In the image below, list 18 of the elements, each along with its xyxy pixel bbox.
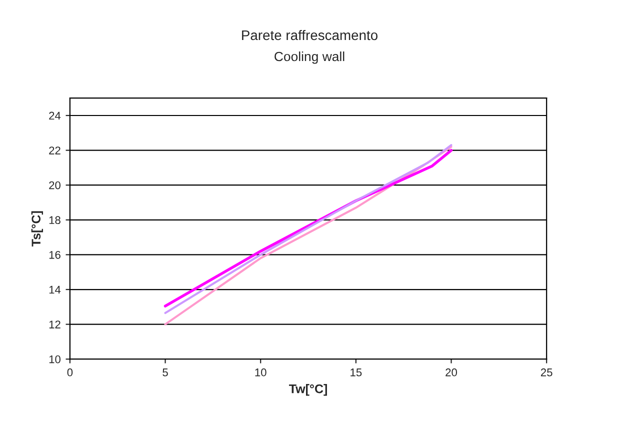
x-tick-label: 25 bbox=[540, 368, 552, 376]
y-axis-title: Ts[°C] bbox=[31, 211, 44, 246]
x-axis-title: Tw[°C] bbox=[289, 384, 327, 396]
x-tick-label: 0 bbox=[67, 368, 73, 376]
y-tick-label: 16 bbox=[49, 250, 60, 259]
chart-subtitle: Cooling wall bbox=[274, 51, 344, 64]
x-tick-label: 15 bbox=[350, 368, 362, 376]
y-tick-label: 12 bbox=[49, 320, 60, 328]
y-tick-label: 18 bbox=[49, 216, 60, 224]
x-tick-label: 5 bbox=[162, 368, 168, 376]
x-tick-label: 20 bbox=[446, 368, 457, 376]
y-tick-label: 22 bbox=[49, 146, 60, 154]
y-tick-label: 10 bbox=[49, 355, 60, 364]
chart-title: Parete raffrescamento bbox=[242, 30, 378, 40]
y-tick-label: 24 bbox=[49, 112, 61, 120]
x-tick-label: 10 bbox=[255, 368, 266, 376]
y-tick-label: 14 bbox=[49, 286, 61, 294]
y-tick-label: 20 bbox=[49, 181, 60, 190]
